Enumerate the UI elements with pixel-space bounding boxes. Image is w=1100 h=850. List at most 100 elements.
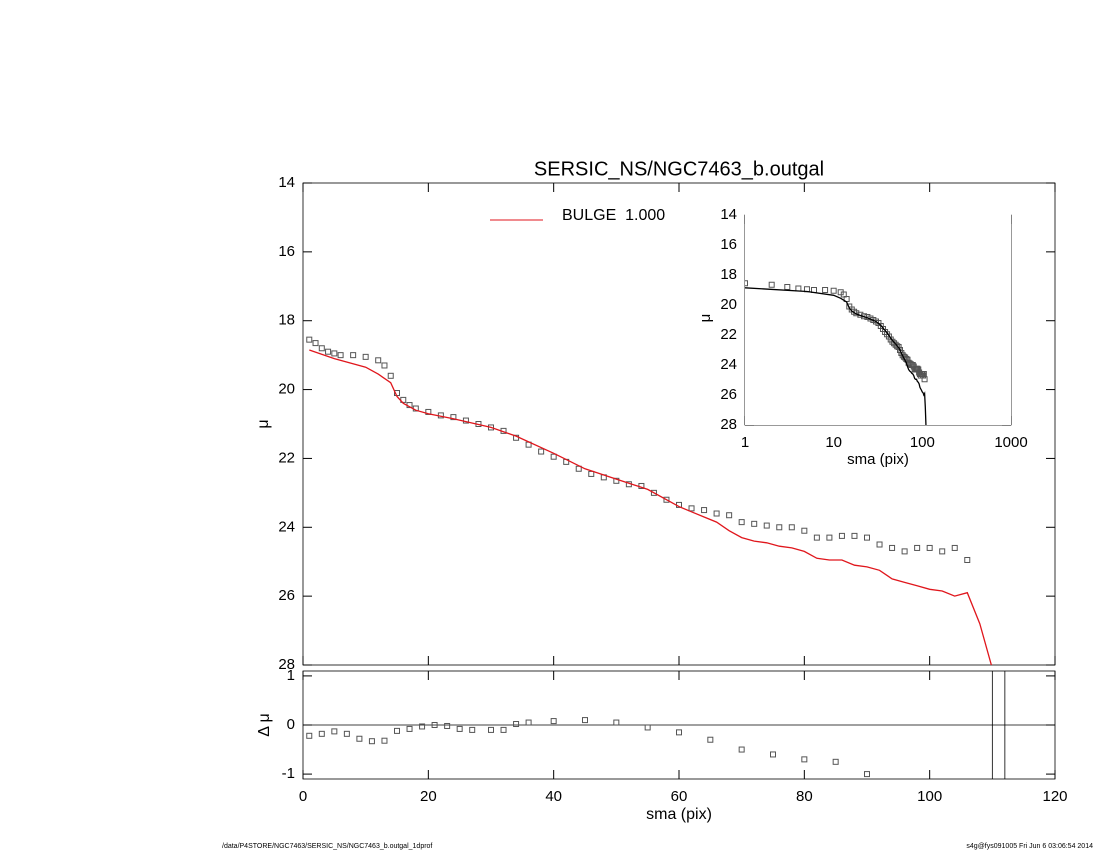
data-point — [851, 532, 858, 539]
data-point — [876, 541, 883, 548]
data-point — [387, 372, 394, 379]
x-tick-label: 100 — [910, 434, 935, 451]
data-point — [776, 524, 783, 531]
data-point — [663, 496, 670, 503]
y-tick-label: 16 — [720, 236, 737, 253]
data-point — [751, 520, 758, 527]
x-tick-label: 120 — [1042, 788, 1067, 805]
data-point — [920, 372, 927, 379]
data-point — [813, 534, 820, 541]
y-tick-label: 16 — [278, 243, 295, 260]
data-point — [745, 280, 748, 287]
data-point — [381, 362, 388, 369]
data-point — [613, 719, 620, 726]
x-tick-label: 80 — [796, 788, 813, 805]
data-point — [550, 453, 557, 460]
data-point — [318, 730, 325, 737]
data-point — [456, 725, 463, 732]
data-point — [830, 287, 837, 294]
x-tick-label: 20 — [420, 788, 437, 805]
data-point — [707, 736, 714, 743]
data-point — [650, 489, 657, 496]
data-point — [822, 287, 829, 293]
data-point — [538, 448, 545, 455]
data-point — [951, 544, 958, 551]
data-point — [801, 527, 808, 534]
data-point — [939, 548, 946, 555]
data-point — [331, 728, 338, 735]
y-tick-label: 22 — [278, 449, 295, 466]
data-point — [864, 771, 870, 778]
data-point — [738, 746, 745, 753]
x-axis-label: sma (pix) — [847, 451, 909, 468]
data-point — [337, 352, 344, 359]
data-point — [419, 723, 426, 730]
y-tick-label: 1 — [287, 667, 295, 684]
x-axis-label: sma (pix) — [646, 806, 712, 823]
x-tick-label: 60 — [671, 788, 688, 805]
plot-area — [303, 671, 1055, 779]
y-tick-label: 26 — [720, 386, 737, 403]
model-line — [745, 287, 927, 425]
y-tick-label: 20 — [720, 296, 737, 313]
y-axis-label: μ — [255, 419, 272, 428]
data-point — [770, 751, 776, 758]
x-tick-label: 1 — [741, 434, 749, 451]
data-point — [469, 726, 476, 733]
y-tick-label: -1 — [282, 765, 295, 782]
data-point — [525, 719, 532, 726]
data-point — [713, 510, 720, 517]
chart-title: SERSIC_NS/NGC7463_b.outgal — [534, 158, 824, 180]
data-point — [375, 357, 382, 364]
model-line — [309, 349, 993, 665]
data-point — [582, 717, 588, 724]
data-point — [613, 477, 620, 484]
data-point — [425, 408, 432, 415]
data-point — [889, 544, 896, 551]
data-point — [864, 534, 870, 541]
data-point — [318, 345, 325, 352]
y-axis-label: μ — [697, 314, 714, 323]
data-point — [701, 507, 708, 514]
data-point — [726, 512, 733, 519]
data-point — [921, 376, 928, 383]
data-point — [343, 730, 350, 737]
data-point — [488, 726, 494, 733]
data-point — [784, 284, 791, 290]
y-tick-label: 18 — [720, 266, 737, 283]
data-point — [588, 470, 595, 477]
x-tick-label: 0 — [299, 788, 307, 805]
data-point — [450, 414, 457, 421]
data-point — [853, 310, 860, 317]
plot-area — [306, 336, 993, 665]
data-point — [838, 532, 845, 539]
data-point — [356, 735, 363, 742]
data-point — [362, 353, 369, 360]
x-tick-label: 40 — [545, 788, 562, 805]
data-point — [644, 724, 651, 731]
y-tick-label: 26 — [278, 587, 295, 604]
data-point — [394, 727, 400, 734]
data-point — [331, 350, 338, 357]
y-tick-label: 18 — [278, 312, 295, 329]
y-tick-label: 0 — [287, 716, 295, 733]
data-point — [832, 758, 839, 765]
data-point — [381, 737, 388, 744]
data-point — [788, 524, 795, 531]
y-tick-label: 14 — [278, 174, 295, 191]
x-tick-label: 10 — [825, 434, 842, 451]
y-tick-label: 24 — [720, 356, 737, 373]
data-point — [688, 505, 695, 512]
y-tick-label: 20 — [278, 381, 295, 398]
data-point — [306, 732, 313, 739]
data-point — [325, 348, 332, 355]
data-point — [350, 352, 357, 359]
y-tick-label: 24 — [278, 518, 295, 535]
data-point — [763, 522, 770, 529]
data-point — [901, 548, 908, 555]
data-point — [406, 725, 413, 732]
x-tick-label: 1000 — [994, 434, 1027, 451]
footer-right: s4g@fys091005 Fri Jun 6 03:06:54 2014 — [966, 843, 1093, 850]
data-point — [768, 281, 775, 288]
